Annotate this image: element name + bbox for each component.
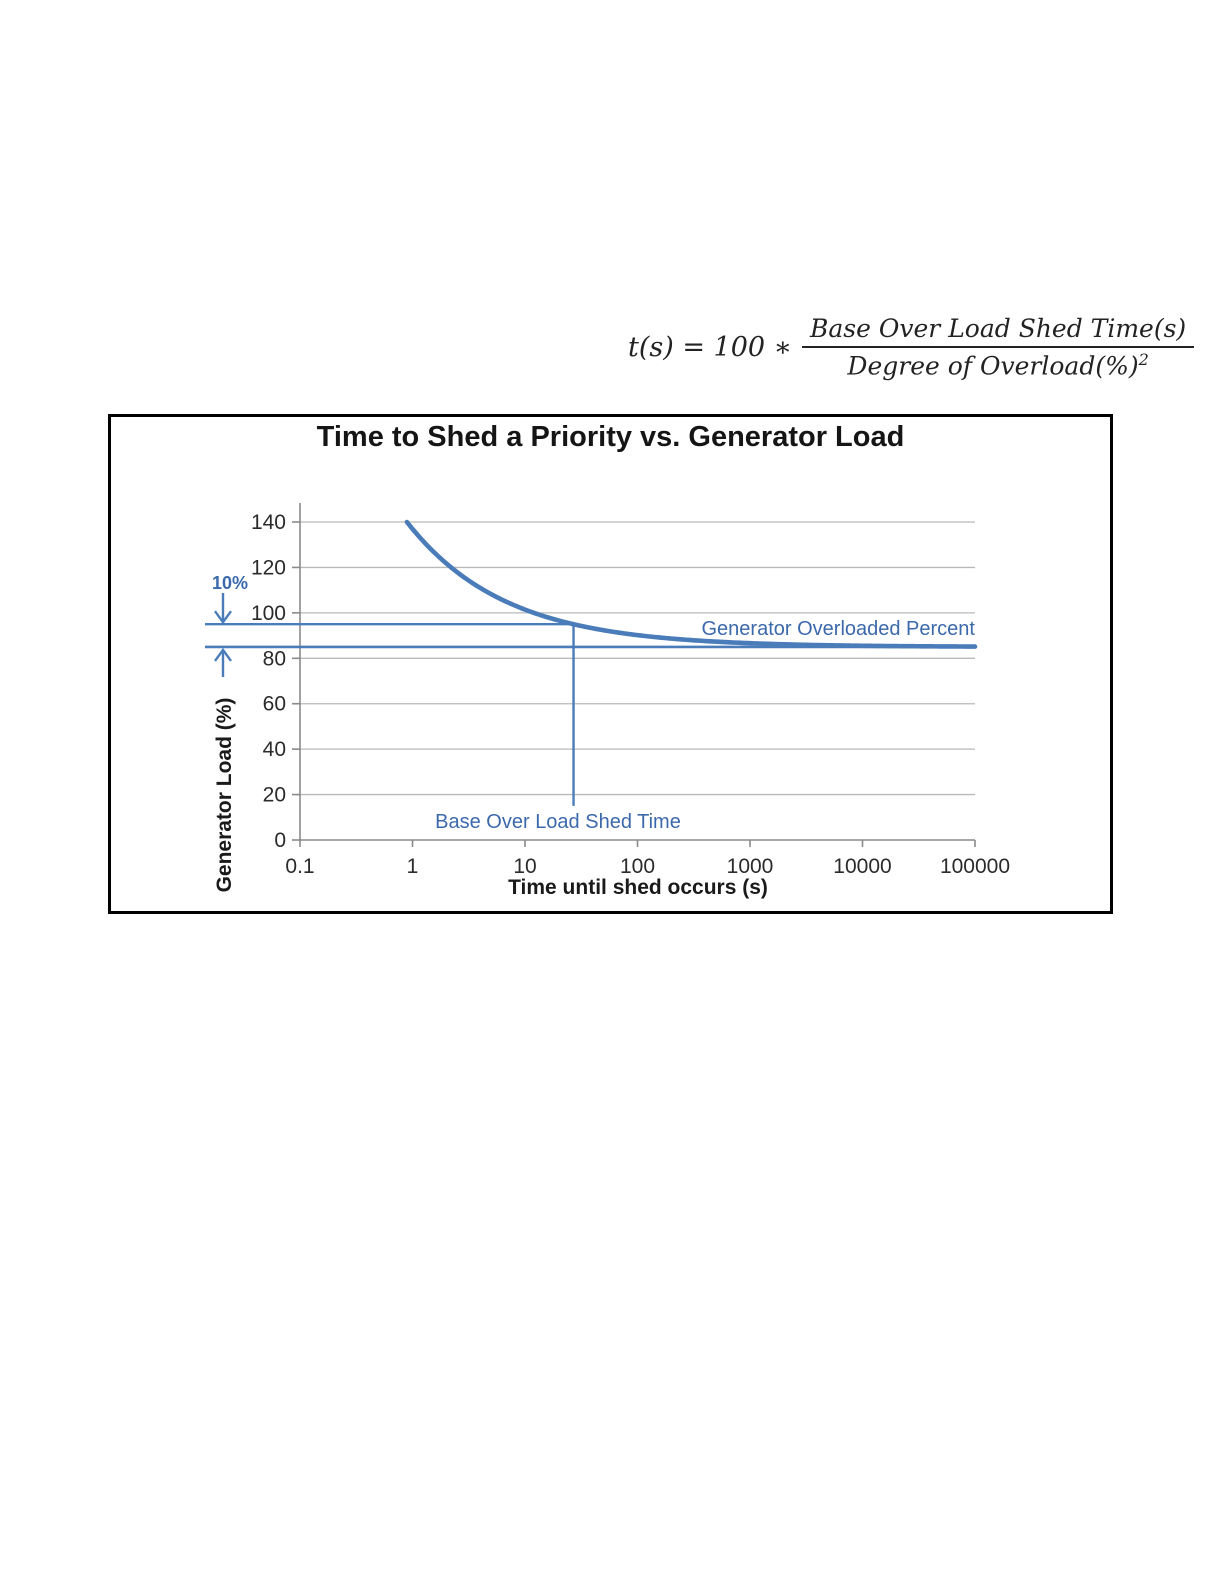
shed-time-curve: [404, 519, 978, 649]
chart-frame: 0 20 40 60 80 100 120 140 0.1 1 10 100 1000 10000 1000…: [108, 414, 1113, 914]
x-tick-label: 1: [407, 855, 419, 878]
base-shed-time-line-label: Base Over Load Shed Time: [435, 811, 681, 833]
y-tick-label: 60: [263, 693, 286, 716]
overload-percent-line-label: Generator Overloaded Percent: [701, 618, 976, 640]
x-tick-label: 10: [513, 855, 536, 878]
x-tick-label: 100: [620, 855, 655, 878]
y-tick-label: 80: [263, 647, 286, 670]
x-tick-label: 10000: [833, 855, 891, 878]
formula-lhs: t(s) = 100 ∗: [628, 331, 793, 363]
gap-down-arrow-head: [214, 610, 232, 625]
y-tick-label: 40: [263, 738, 286, 761]
chart-title: Time to Shed a Priority vs. Generator Lo…: [316, 421, 905, 453]
y-tick-label: 140: [251, 511, 286, 534]
x-tick-label: 0.1: [285, 855, 314, 878]
formula-fraction-bar: [802, 346, 1195, 348]
formula-fraction: Base Over Load Shed Time(s) Degree of Ov…: [802, 314, 1195, 380]
x-axis-title: Time until shed occurs (s): [508, 876, 768, 899]
formula-denominator-base: Degree of Overload(%): [847, 351, 1139, 381]
y-tick-label: 100: [251, 602, 286, 625]
y-tick-label: 120: [251, 556, 286, 579]
y-tick-label: 20: [263, 784, 286, 807]
gap-up-arrow-head: [214, 647, 232, 662]
y-tick-label: 0: [274, 829, 286, 852]
formula-denominator-exponent: 2: [1138, 350, 1149, 369]
y-axis-title: Generator Load (%): [213, 697, 236, 893]
gap-annotation-label: 10%: [212, 573, 249, 593]
shed-time-formula: t(s) = 100 ∗ Base Over Load Shed Time(s)…: [628, 314, 1195, 380]
chart-plot-area: 0 20 40 60 80 100 120 140 0.1 1 10 100 1000 10000 1000…: [205, 503, 1010, 878]
formula-numerator: Base Over Load Shed Time(s): [810, 314, 1187, 343]
formula-denominator: Degree of Overload(%)2: [847, 348, 1148, 380]
x-tick-label: 1000: [727, 855, 774, 878]
x-tick-label: 100000: [940, 855, 1010, 878]
